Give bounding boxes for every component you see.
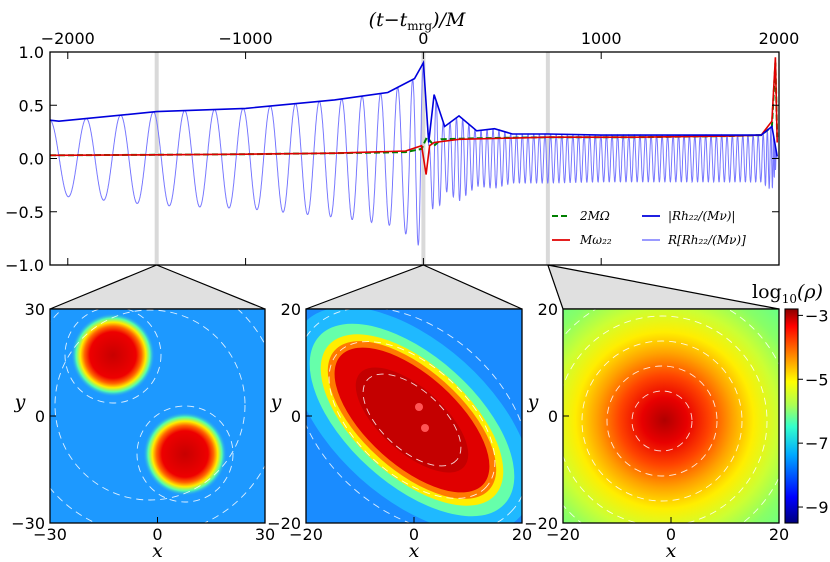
series-m-omega22-line bbox=[50, 57, 778, 175]
y-tick-label: −30 bbox=[11, 514, 45, 533]
xlabel-main: (t−t bbox=[369, 9, 408, 31]
series-real-part-line bbox=[50, 66, 778, 246]
zoom-connector-left bbox=[49, 264, 266, 310]
legend-label-omega: 2MΩ bbox=[579, 209, 610, 223]
xlabel-tail: )/M bbox=[431, 9, 466, 31]
time-marker-band bbox=[154, 52, 159, 265]
velocity-contour bbox=[328, 341, 496, 499]
velocity-contour bbox=[606, 365, 718, 477]
colorbar-ticks: −3 −5 −7 −9 bbox=[798, 306, 829, 517]
density-axes-right: −20 0 20 20 0 −20 x y bbox=[524, 300, 789, 562]
y-tick-label: 0.0 bbox=[19, 150, 44, 169]
zoom-connector-right bbox=[546, 264, 780, 310]
y-tick-label: 0.5 bbox=[19, 96, 44, 115]
y-axis-title: y bbox=[527, 391, 539, 413]
x-tick-label: 30 bbox=[255, 525, 275, 544]
velocity-dashes-middle bbox=[306, 309, 522, 523]
velocity-contour bbox=[631, 390, 693, 452]
waveform-panel: −2000 −1000 0 1000 2000 −1.0 −0.5 0.0 0.5 1.0 (t… bbox=[5, 9, 799, 275]
legend-label-amplitude: |Rh₂₂/(Mν)| bbox=[668, 209, 735, 223]
merger-center-dot bbox=[415, 403, 423, 411]
colorbar-label-sub: 10 bbox=[782, 292, 797, 306]
y-axis-title: y bbox=[14, 391, 26, 413]
density-panel-left: −30 0 30 30 0 −30 x y bbox=[11, 300, 275, 562]
velocity-contour bbox=[136, 405, 234, 503]
zoom-connector-middle bbox=[305, 264, 523, 310]
colorbar: −3 −5 −7 −9 log10(ρ) bbox=[752, 281, 829, 524]
y-tick-label: 0 bbox=[548, 407, 558, 426]
x-tick-label: −20 bbox=[546, 525, 580, 544]
x-tick-label: 2000 bbox=[759, 29, 800, 48]
colorbar-gradient bbox=[784, 308, 799, 524]
colorbar-tick-label: −7 bbox=[805, 434, 829, 453]
colorbar-tick-label: −9 bbox=[805, 498, 829, 517]
xlabel-sub: mrg bbox=[407, 19, 432, 33]
star-blob-upper-left bbox=[71, 313, 155, 397]
y-tick-label: −0.5 bbox=[5, 203, 44, 222]
x-axis-title: x bbox=[666, 540, 677, 562]
y-axis-title: y bbox=[270, 391, 282, 413]
series-amplitude-line bbox=[50, 59, 778, 157]
merger-center-dot bbox=[421, 424, 429, 432]
top-y-axis: −1.0 −0.5 0.0 0.5 1.0 bbox=[5, 43, 779, 275]
y-tick-label: 1.0 bbox=[19, 43, 44, 62]
velocity-contour bbox=[54, 309, 246, 501]
x-tick-label: 0 bbox=[409, 525, 419, 544]
density-axes-left: −30 0 30 30 0 −30 x y bbox=[11, 300, 275, 562]
merger-inner-core bbox=[355, 367, 469, 473]
legend-label-m-omega22: Mω₂₂ bbox=[579, 233, 612, 247]
time-marker-band bbox=[545, 52, 550, 265]
y-tick-label: 0 bbox=[35, 407, 45, 426]
y-tick-label: −1.0 bbox=[5, 256, 44, 275]
velocity-contour bbox=[563, 315, 768, 523]
velocity-contour bbox=[306, 309, 522, 523]
zoom-connectors bbox=[49, 264, 780, 310]
x-axis-title: x bbox=[152, 540, 163, 562]
x-tick-label: −1000 bbox=[219, 29, 273, 48]
top-x-axis-title: (t−tmrg)/M bbox=[369, 9, 466, 33]
x-tick-label: 0 bbox=[666, 525, 676, 544]
legend: 2MΩ |Rh₂₂/(Mν)| Mω₂₂ R[Rh₂₂/(Mν)] bbox=[552, 209, 746, 247]
y-tick-label: 20 bbox=[281, 300, 301, 319]
velocity-dashes-left bbox=[50, 309, 265, 523]
star-blob-lower-left bbox=[143, 412, 227, 496]
x-tick-label: 0 bbox=[418, 29, 428, 48]
x-tick-label: 20 bbox=[769, 525, 789, 544]
colorbar-tick-label: −3 bbox=[805, 306, 829, 325]
x-tick-label: 1000 bbox=[581, 29, 622, 48]
x-tick-label: −20 bbox=[289, 525, 323, 544]
x-tick-label: 20 bbox=[512, 525, 532, 544]
velocity-contour bbox=[64, 309, 162, 404]
legend-label-real-part: R[Rh₂₂/(Mν)] bbox=[667, 233, 746, 247]
y-tick-label: 20 bbox=[538, 300, 558, 319]
velocity-contour bbox=[362, 373, 462, 467]
x-tick-label: −30 bbox=[33, 525, 67, 544]
x-tick-label: −2000 bbox=[41, 29, 95, 48]
y-tick-label: 30 bbox=[25, 300, 45, 319]
colorbar-label: log10(ρ) bbox=[752, 281, 823, 306]
density-axes-middle: −20 0 20 20 0 −20 x y bbox=[267, 300, 532, 562]
y-tick-label: −20 bbox=[524, 514, 558, 533]
colorbar-label-tail: (ρ) bbox=[797, 281, 823, 303]
x-axis-title: x bbox=[409, 540, 420, 562]
velocity-dashes-right bbox=[563, 309, 779, 523]
top-x-axis: −2000 −1000 0 1000 2000 bbox=[41, 29, 800, 265]
colorbar-label-main: log bbox=[752, 281, 782, 303]
velocity-contour bbox=[581, 340, 743, 502]
colorbar-tick-label: −5 bbox=[805, 370, 829, 389]
y-tick-label: −20 bbox=[267, 514, 301, 533]
density-panel-middle: −20 0 20 20 0 −20 x y bbox=[267, 300, 532, 562]
y-tick-label: 0 bbox=[291, 407, 301, 426]
density-panel-right: −20 0 20 20 0 −20 x y bbox=[524, 300, 789, 562]
x-tick-label: 0 bbox=[152, 525, 162, 544]
